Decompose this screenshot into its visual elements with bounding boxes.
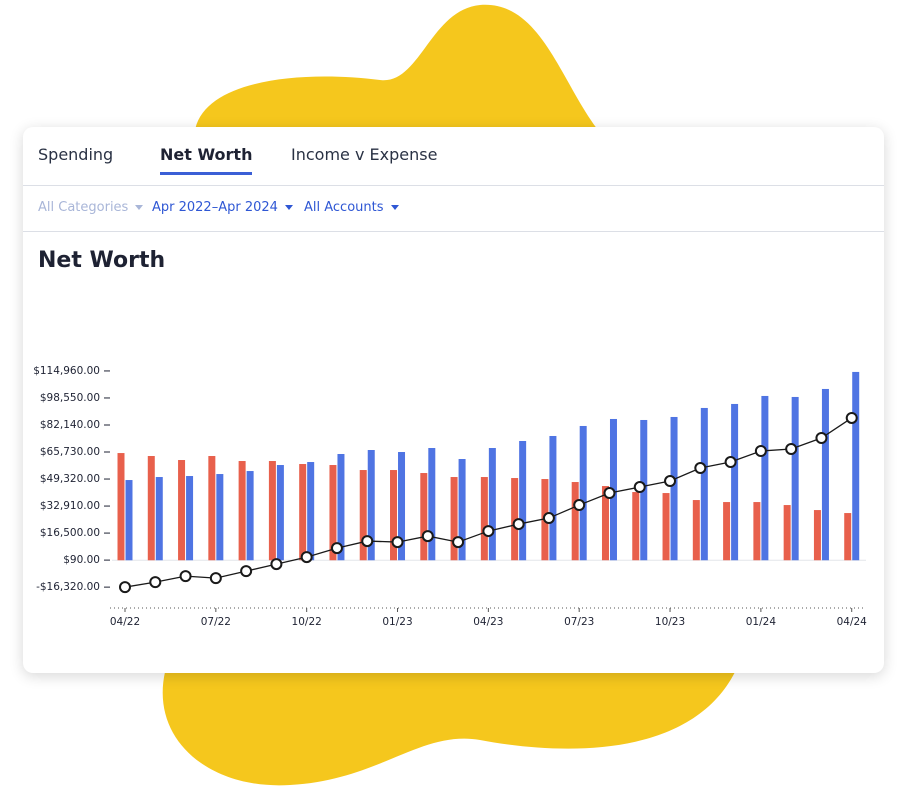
filter-dropdown[interactable]: Apr 2022–Apr 2024 (152, 200, 293, 215)
filter-dropdown[interactable]: All Accounts (304, 200, 399, 215)
tab-bar: Spending Net Worth Income v Expense (23, 127, 884, 186)
filter-bar: All Categories Apr 2022–Apr 2024 All Accou… (23, 186, 884, 232)
yellow-blob (195, 4, 598, 130)
chart-title: Net Worth (38, 248, 166, 273)
tab[interactable]: Income v Expense (291, 145, 438, 164)
yellow-blob (162, 672, 736, 786)
tab[interactable]: Spending (38, 145, 114, 164)
filter-dropdown[interactable]: All Categories (38, 200, 143, 215)
card: Spending Net Worth Income v Expense All Ca… (23, 127, 884, 673)
tab[interactable]: Net Worth (160, 145, 253, 175)
